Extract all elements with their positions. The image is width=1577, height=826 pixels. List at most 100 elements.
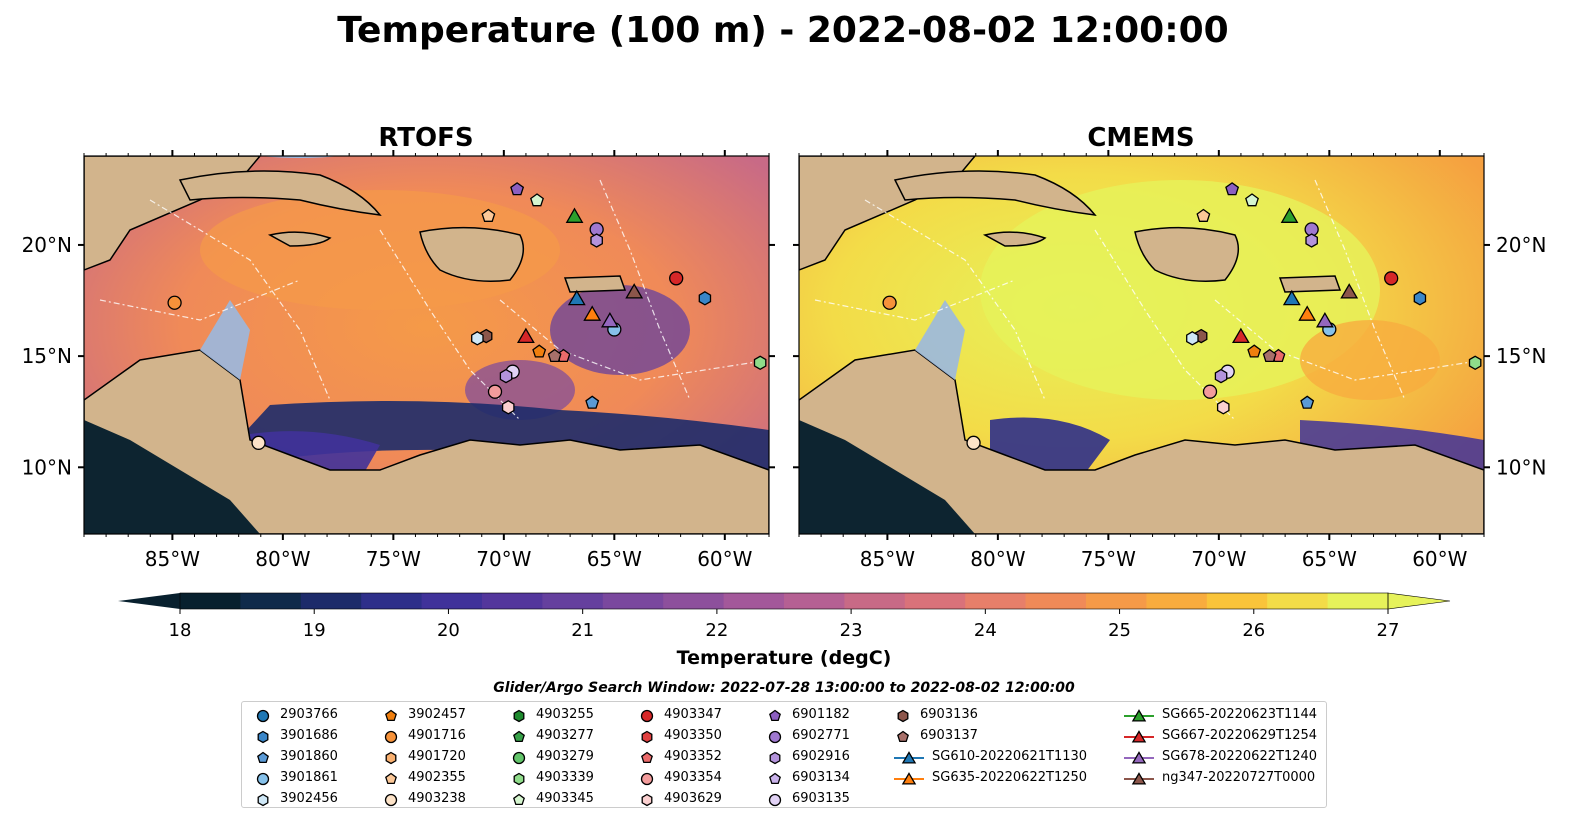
legend-entry: 4903255 <box>508 704 594 725</box>
legend-entry-label: 3901686 <box>280 728 338 743</box>
colorbar-label: Temperature (degC) <box>677 647 892 669</box>
y-tick-label: 10°N <box>22 455 72 479</box>
obs-marker-SG635-20220622T1250 <box>1298 305 1317 321</box>
legend-entry: 4903339 <box>508 767 594 788</box>
x-tick-label: 65°W <box>587 547 642 571</box>
triangle-icon <box>894 771 924 785</box>
legend-entry: 4903345 <box>508 788 594 809</box>
colorbar-tick-label: 18 <box>169 620 192 641</box>
legend-entry-label: 4901720 <box>408 749 466 764</box>
pentagon-icon <box>385 772 397 784</box>
legend-entry-label: SG635-20220622T1250 <box>932 770 1088 785</box>
legend-marker <box>769 709 781 721</box>
x-tick-label: 85°W <box>860 547 915 571</box>
colorbar-extend-low <box>118 593 180 609</box>
colorbar-tick-label: 27 <box>1377 620 1400 641</box>
legend-entry-label: 4903350 <box>664 728 722 743</box>
colorbar-segment <box>844 593 906 609</box>
legend-entry: 6903137 <box>892 725 978 746</box>
south-america-central-america-land <box>799 349 1484 534</box>
pentagon-icon <box>769 772 781 784</box>
obs-marker-6902916 <box>590 233 603 248</box>
legend-entry-label: 4903347 <box>664 707 722 722</box>
pentagon-icon <box>641 751 653 763</box>
legend-entry: 4903350 <box>636 725 722 746</box>
hexagon-icon <box>513 709 525 722</box>
colorbar-tick-label: 24 <box>974 620 997 641</box>
colorbar-segment <box>663 593 725 609</box>
cuba-land <box>893 170 1097 216</box>
legend-entry: 4901720 <box>380 746 466 767</box>
x-tick-label: 60°W <box>1412 547 1467 571</box>
colorbar: 18 19 20 21 22 23 24 25 26 27 Temperature (degC) <box>118 592 1451 669</box>
colorbar-segment <box>904 593 966 609</box>
colorbar-segment <box>421 593 483 609</box>
x-tick-label: 85°W <box>145 547 200 571</box>
legend-marker <box>641 793 653 806</box>
pacific-dark <box>84 420 260 534</box>
triangle-icon <box>1124 729 1154 743</box>
legend-entry: 6902771 <box>764 725 850 746</box>
hexagon-icon <box>641 730 653 743</box>
jamaica-land <box>267 231 332 247</box>
obs-marker-SG635-20220622T1250 <box>583 305 602 321</box>
nicaragua-shelf <box>915 300 965 380</box>
legend-entry-label: 4903629 <box>664 791 722 806</box>
colorbar-segment <box>1086 593 1147 609</box>
legend-title: Glider/Argo Search Window: 2022-07-28 13… <box>493 680 1075 696</box>
obs-marker-4903339 <box>753 355 767 371</box>
legend-entry-label: 3901861 <box>280 770 338 785</box>
legend-entry: 4903238 <box>380 788 466 809</box>
x-tick-label: 70°W <box>1191 547 1246 571</box>
colorbar-tick-label: 21 <box>571 620 594 641</box>
legend-marker <box>513 772 525 785</box>
legend-marker <box>385 772 397 784</box>
colorbar-segment <box>784 593 845 609</box>
legend-entry: ng347-20220727T0000 <box>1122 767 1315 788</box>
colorbar-segment <box>723 593 785 609</box>
legend-entry: 4903352 <box>636 746 722 767</box>
x-tick-label: 75°W <box>1081 547 1136 571</box>
legend-entry: 4903629 <box>636 788 722 809</box>
obs-marker-4903354 <box>1202 384 1218 399</box>
legend: 2903766 3901686 3901860 3901861 3902456 39024… <box>241 701 1327 808</box>
legend-entry-label: 4901716 <box>408 728 466 743</box>
legend-entry-label: 4903255 <box>536 707 594 722</box>
legend-entry-label: 4903279 <box>536 749 594 764</box>
colorbar-tick-label: 25 <box>1108 620 1131 641</box>
hexagon-icon <box>897 709 909 722</box>
x-tick-label: 65°W <box>1302 547 1357 571</box>
panel-title-cmems: CMEMS <box>1087 123 1194 153</box>
obs-marker-4903339 <box>1468 355 1482 371</box>
obs-marker-SG610-20220621T1130 <box>1282 289 1301 306</box>
obs-marker-SG667-20220629T1254 <box>1231 327 1250 344</box>
hexagon-icon <box>257 793 269 806</box>
colorbar-frame <box>179 592 1389 610</box>
legend-entry-label: 4903354 <box>664 770 722 785</box>
obs-marker-ng347-20220727T0000 <box>625 283 644 299</box>
legend-entry-label: 6903137 <box>920 728 978 743</box>
legend-marker <box>256 772 270 785</box>
legend-entry-label: 6903136 <box>920 707 978 722</box>
colorbar-tick-label: 26 <box>1242 620 1265 641</box>
obs-marker-4903354 <box>487 384 503 399</box>
x-tick-label: 80°W <box>970 547 1025 571</box>
legend-marker <box>513 793 525 805</box>
jamaica-land <box>982 231 1047 247</box>
legend-entry: 6902916 <box>764 746 850 767</box>
legend-entry-label: 6902916 <box>792 749 850 764</box>
x-tick-label: 80°W <box>255 547 310 571</box>
pentagon-icon <box>897 730 909 742</box>
legend-marker <box>384 730 398 743</box>
legend-marker <box>256 709 270 722</box>
y-tick-label: 20°N <box>1496 233 1546 257</box>
circle-icon <box>384 793 398 806</box>
obs-marker-4902355 <box>481 208 496 222</box>
legend-marker <box>1131 729 1147 743</box>
colorbar-segment <box>542 593 604 609</box>
legend-entry: 4903347 <box>636 704 722 725</box>
eez-boundaries <box>814 179 1484 421</box>
triangle-icon <box>1124 708 1154 722</box>
legend-entry-label: 3902456 <box>280 791 338 806</box>
colorbar-segment <box>1206 593 1268 609</box>
